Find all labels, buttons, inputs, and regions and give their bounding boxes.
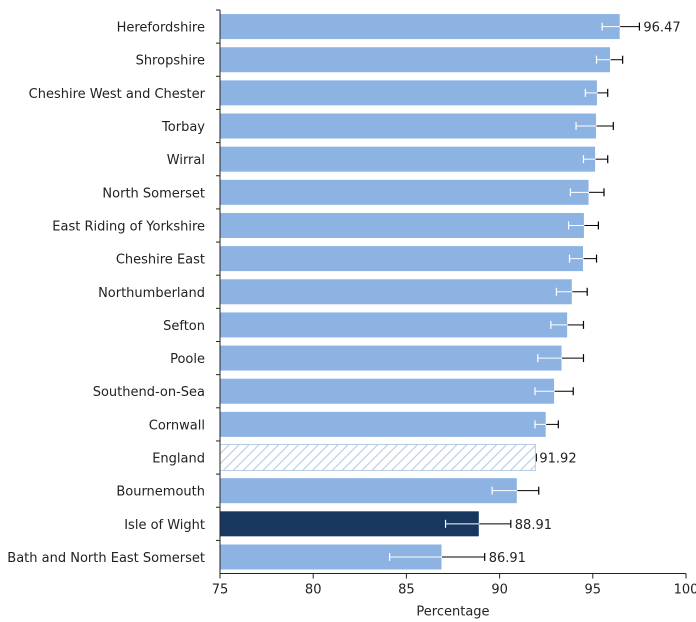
x-tick-label: 95 (585, 583, 602, 598)
category-label-north-somerset: North Somerset (102, 186, 205, 201)
error-bar-northumberland (555, 287, 588, 296)
error-bar-poole (537, 354, 585, 363)
category-label-torbay: Torbay (161, 120, 205, 135)
bar-torbay (219, 112, 598, 140)
error-bar-wirral (582, 155, 609, 164)
bar-isle-of-wight (219, 510, 480, 538)
error-bar-east-riding-of-yorkshire (567, 221, 599, 230)
error-bar-north-somerset (569, 188, 605, 197)
error-bar-bath-and-north-east-somerset (389, 552, 486, 561)
data-label-bath-and-north-east-somerset: 86.91 (489, 551, 526, 566)
category-label-east-riding-of-yorkshire: East Riding of Yorkshire (52, 219, 205, 234)
bar-sefton (219, 311, 569, 339)
category-label-northumberland: Northumberland (98, 286, 205, 301)
bar-england (219, 444, 536, 472)
x-tick-label: 90 (491, 583, 508, 598)
x-tick-label: 85 (398, 583, 415, 598)
x-axis-title: Percentage (416, 605, 489, 620)
bar-southend-on-sea (219, 377, 556, 405)
error-bar-cheshire-west-and-chester (584, 88, 609, 97)
bar-north-somerset (219, 178, 590, 206)
category-label-bournemouth: Bournemouth (116, 485, 205, 500)
category-label-cheshire-east: Cheshire East (116, 253, 205, 268)
error-bar-sefton (550, 320, 585, 329)
category-label-wirral: Wirral (167, 153, 205, 168)
category-label-southend-on-sea: Southend-on-Sea (93, 385, 205, 400)
bar-herefordshire (219, 13, 621, 41)
bars-layer: 96.47 91.92 88.91 86.91 (219, 13, 681, 571)
error-bar-isle-of-wight (444, 519, 512, 528)
data-label-isle-of-wight: 88.91 (515, 518, 552, 533)
bar-northumberland (219, 278, 573, 306)
error-bar-herefordshire (601, 22, 641, 31)
axis-layer: Herefordshire Shropshire Cheshire West and… (7, 9, 696, 598)
error-bar-cornwall (534, 420, 559, 429)
bar-cheshire-west-and-chester (219, 79, 598, 107)
category-label-cheshire-west-and-chester: Cheshire West and Chester (29, 87, 206, 102)
bar-east-riding-of-yorkshire (219, 211, 585, 239)
category-label-poole: Poole (170, 352, 205, 367)
category-label-herefordshire: Herefordshire (117, 21, 205, 36)
x-tick-label: 100 (674, 583, 696, 598)
category-label-england: England (152, 452, 205, 467)
bar-shropshire (219, 46, 612, 74)
x-tick-label: 75 (212, 583, 229, 598)
error-bar-shropshire (595, 55, 624, 64)
error-bar-southend-on-sea (534, 387, 574, 396)
category-label-sefton: Sefton (163, 319, 205, 334)
x-tick-label: 80 (305, 583, 322, 598)
bar-cheshire-east (219, 245, 584, 273)
data-label-herefordshire: 96.47 (643, 21, 680, 36)
error-bar-cheshire-east (568, 254, 598, 263)
bar-poole (219, 344, 563, 372)
data-label-england: 91.92 (539, 452, 576, 467)
bar-wirral (219, 145, 597, 173)
error-bar-bournemouth (491, 486, 540, 495)
error-bar-torbay (575, 122, 614, 131)
category-label-cornwall: Cornwall (149, 418, 205, 433)
category-label-bath-and-north-east-somerset: Bath and North East Somerset (7, 551, 205, 566)
category-label-isle-of-wight: Isle of Wight (124, 518, 205, 533)
bar-cornwall (219, 410, 547, 438)
bar-bournemouth (219, 477, 518, 505)
category-label-shropshire: Shropshire (136, 54, 205, 69)
